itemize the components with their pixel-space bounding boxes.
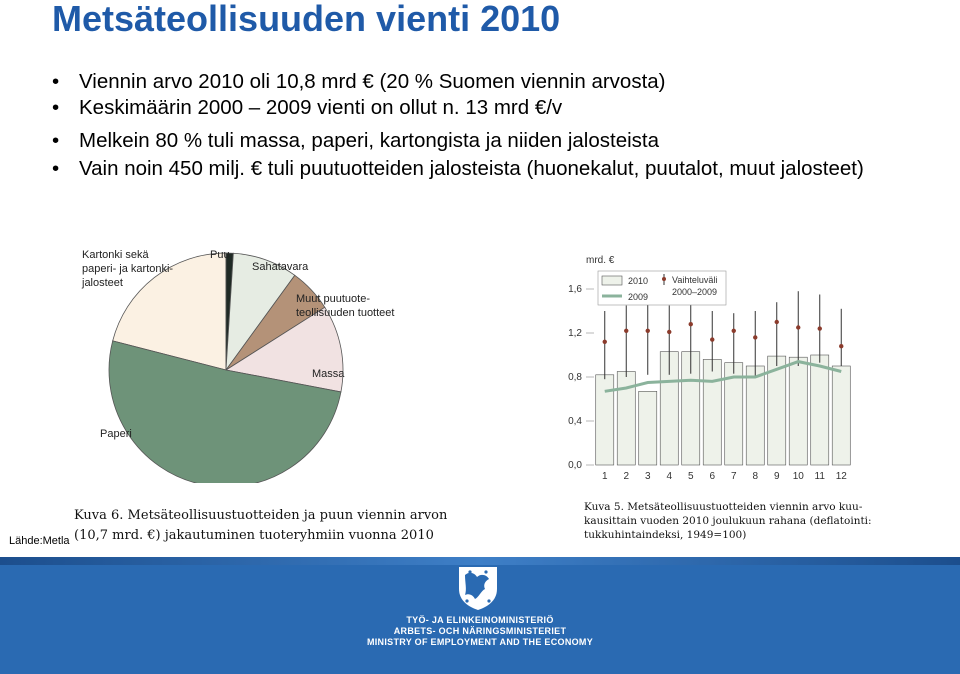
bullet-text: Vain noin 450 milj. € tuli puutuotteiden… [79, 157, 864, 180]
line-2009 [604, 360, 842, 393]
bullet-item: • Melkein 80 % tuli massa, paperi, karton… [52, 129, 932, 153]
range-point [731, 328, 736, 333]
pie-slice-label-line: Muut puutuote- [296, 293, 370, 305]
range-point [817, 326, 822, 331]
bullet-text: Melkein 80 % tuli massa, paperi, kartong… [79, 129, 659, 152]
range-point [667, 329, 672, 335]
pie-slice-label-line: Kartonki sekä [82, 249, 149, 261]
x-tick-label: 4 [666, 471, 672, 482]
pie-slice-label: Muut puutuote-teollisuuden tuotteet [296, 292, 394, 320]
bar-2010 [788, 356, 808, 466]
pie-slice-label-line: paperi- ja kartonki- [82, 263, 174, 275]
pie-slice-label: Massa [312, 367, 344, 381]
ministry-name-en: MINISTRY OF EMPLOYMENT AND THE ECONOMY [366, 637, 594, 647]
pie-slice-label-line: Paperi [100, 428, 132, 440]
pie-slice-label-line: Massa [312, 368, 345, 380]
bullet-text: Viennin arvo 2010 oli 10,8 mrd € (20 % S… [79, 70, 666, 93]
pie-slice [112, 252, 227, 371]
x-tick-label: 7 [731, 471, 737, 482]
ministry-name-sv: ARBETS- OCH NÄRINGSMINISTERIET [393, 626, 567, 636]
legend-label-range: Vaihteluväli [672, 275, 717, 285]
legend-range-point [662, 277, 666, 281]
pie-slice [224, 306, 344, 393]
pie-slice-label-line: Sahatavara [252, 261, 309, 273]
range-point [688, 322, 693, 327]
pie-slice-label: Kartonki sekä paperi- ja kartonki-jaloste… [82, 248, 173, 290]
y-tick-label: 0,8 [568, 372, 582, 383]
bar-caption-line: Kuva 5. Metsäteollisuustuotteiden vienni… [584, 501, 863, 513]
bullet-item: • Keskimäärin 2000 – 2009 vienti on ollut… [52, 96, 932, 120]
pie-slice-label-line: teollisuuden tuotteet [296, 307, 395, 319]
bar-caption: Kuva 5. Metsäteollisuustuotteiden vienni… [584, 500, 872, 542]
slide-title: Metsäteollisuuden vienti 2010 [52, 0, 561, 39]
bullet-item: • Vain noin 450 milj. € tuli puutuotteide… [52, 157, 932, 181]
bullet-item: • Viennin arvo 2010 oli 10,8 mrd € (20 % … [52, 70, 932, 94]
pie-slice-label-line: jalosteet [82, 277, 123, 289]
bar-2010 [745, 365, 765, 466]
range-point [645, 328, 650, 333]
legend-label-2009: 2009 [628, 292, 648, 302]
y-tick-label: 1,2 [568, 328, 582, 339]
bar-caption-line: tukkuhintaindeksi, 1949=100) [584, 529, 747, 541]
x-tick-label: 11 [815, 471, 826, 482]
x-tick-label: 10 [793, 471, 805, 482]
range-point [796, 325, 801, 330]
x-tick-label: 9 [774, 471, 780, 482]
pie-slice-label: Puu [210, 248, 230, 262]
bar-2010 [831, 365, 851, 466]
y-tick-label: 0,4 [568, 416, 582, 427]
pie-slice-label-line: Puu [210, 249, 230, 261]
y-tick-label: 0,0 [568, 460, 582, 471]
legend-label-range-years: 2000–2009 [672, 287, 717, 297]
bar-caption-line: kausittain vuoden 2010 joulukuun rahana … [584, 515, 872, 527]
bar-2010 [595, 374, 615, 466]
bullet-dot: • [52, 96, 60, 119]
pie-caption-line: (10,7 mrd. €) jakautuminen tuoteryhmiin … [74, 528, 434, 543]
legend-label-2010: 2010 [628, 276, 648, 286]
range-point [602, 339, 607, 344]
pie-chart-svg [108, 252, 344, 488]
x-tick-label: 8 [752, 471, 758, 482]
lion-emblem-icon [459, 567, 497, 610]
x-tick-label: 3 [645, 471, 651, 482]
bullet-dot: • [52, 70, 60, 93]
range-point [624, 328, 629, 333]
range-point [839, 344, 844, 349]
bullet-list: • Viennin arvo 2010 oli 10,8 mrd € (20 % … [52, 70, 932, 190]
legend-swatch-2010 [601, 275, 623, 286]
bar-chart-svg: mrd. €0,00,40,81,21,61 2 3 4 5 6 7 8 9 10 11 122010… [568, 255, 851, 482]
pie-slice-label: Paperi [100, 427, 132, 441]
x-tick-label: 6 [709, 471, 715, 482]
bar-2010 [702, 359, 722, 466]
x-tick-label: 5 [688, 471, 694, 482]
footer-strip [0, 557, 960, 565]
bullet-text: Keskimäärin 2000 – 2009 vienti on ollut … [79, 96, 563, 119]
y-tick-label: 1,6 [568, 284, 582, 295]
bar-chart: mrd. €0,0 0,4 0,8 1,2 1,6 1 2 3 4 5 6 7 8 9 10 11 12 2010… [560, 245, 860, 490]
y-axis-unit-label: mrd. € [586, 255, 615, 266]
range-point [774, 319, 779, 325]
range-point [753, 335, 758, 340]
bar-2010 [810, 354, 830, 466]
bullet-dot: • [52, 157, 60, 180]
source-label: Lähde:Metla [9, 535, 70, 547]
pie-slice-label: Sahatavara [252, 260, 308, 274]
ministry-name-fi: TYÖ- JA ELINKEINOMINISTERIÖ [406, 615, 554, 625]
range-point [710, 337, 715, 342]
x-tick-label: 12 [836, 471, 848, 482]
x-tick-label: 1 [602, 471, 608, 482]
pie-caption-line: Kuva 6. Metsäteollisuustuotteiden ja puu… [74, 508, 448, 523]
pie-chart: Kartonki sekä paperi- ja kartonki-jaloste… [74, 243, 424, 488]
bar-2010 [638, 391, 658, 466]
x-tick-label: 2 [623, 471, 629, 482]
bullet-dot: • [52, 129, 60, 152]
pie-caption: Kuva 6. Metsäteollisuustuotteiden ja puu… [74, 506, 447, 546]
